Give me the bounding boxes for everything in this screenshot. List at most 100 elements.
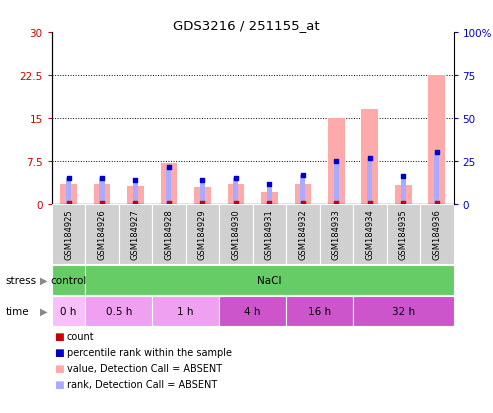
- Bar: [52, 266, 85, 295]
- Text: ▶: ▶: [39, 306, 47, 316]
- Bar: [52, 297, 85, 326]
- Bar: [334, 161, 339, 204]
- Bar: [294, 185, 311, 204]
- Point: [98, 176, 106, 182]
- Bar: [60, 185, 77, 204]
- Text: GSM184925: GSM184925: [64, 209, 73, 260]
- Bar: [186, 204, 219, 264]
- Text: ■: ■: [54, 332, 64, 342]
- Bar: [261, 193, 278, 204]
- Point: [332, 158, 340, 165]
- Text: 4 h: 4 h: [245, 306, 261, 316]
- Bar: [267, 185, 272, 204]
- Text: GDS3216 / 251155_at: GDS3216 / 251155_at: [173, 19, 320, 31]
- Point: [366, 155, 374, 162]
- Point: [132, 177, 140, 184]
- Bar: [286, 204, 319, 264]
- Point: [98, 201, 106, 207]
- Text: GSM184935: GSM184935: [399, 209, 408, 260]
- Text: GSM184933: GSM184933: [332, 209, 341, 260]
- Bar: [428, 76, 445, 204]
- Text: GSM184934: GSM184934: [365, 209, 374, 260]
- Text: GSM184931: GSM184931: [265, 209, 274, 260]
- Text: value, Detection Call = ABSENT: value, Detection Call = ABSENT: [67, 363, 222, 373]
- Point: [132, 201, 140, 207]
- Bar: [100, 179, 105, 204]
- Bar: [253, 204, 286, 264]
- Bar: [401, 177, 406, 204]
- Bar: [361, 110, 378, 204]
- Point: [433, 150, 441, 157]
- Bar: [420, 204, 454, 264]
- Point: [199, 201, 207, 207]
- Text: ▶: ▶: [39, 275, 47, 285]
- Point: [299, 173, 307, 179]
- Bar: [219, 204, 252, 264]
- Text: ■: ■: [54, 379, 64, 389]
- Bar: [66, 179, 71, 204]
- Text: GSM184936: GSM184936: [432, 209, 441, 260]
- Bar: [52, 204, 85, 264]
- Bar: [228, 185, 245, 204]
- Bar: [286, 297, 353, 326]
- Text: ■: ■: [54, 363, 64, 373]
- Bar: [319, 204, 353, 264]
- Bar: [200, 180, 205, 204]
- Point: [165, 164, 173, 171]
- Point: [65, 201, 72, 207]
- Bar: [161, 163, 177, 204]
- Point: [433, 201, 441, 207]
- Point: [232, 176, 240, 182]
- Bar: [167, 167, 172, 204]
- Text: GSM184929: GSM184929: [198, 209, 207, 260]
- Text: GSM184926: GSM184926: [98, 209, 106, 260]
- Point: [265, 181, 273, 188]
- Bar: [85, 297, 152, 326]
- Text: 32 h: 32 h: [392, 306, 415, 316]
- Text: stress: stress: [6, 275, 37, 285]
- Bar: [367, 159, 372, 204]
- Text: NaCl: NaCl: [257, 275, 282, 285]
- Point: [399, 174, 407, 180]
- Text: control: control: [50, 275, 87, 285]
- Text: GSM184927: GSM184927: [131, 209, 140, 260]
- Text: GSM184928: GSM184928: [165, 209, 174, 260]
- Bar: [300, 176, 305, 204]
- Bar: [328, 119, 345, 204]
- Bar: [387, 204, 420, 264]
- Point: [232, 201, 240, 207]
- Text: ■: ■: [54, 347, 64, 357]
- Text: 1 h: 1 h: [177, 306, 194, 316]
- Bar: [133, 180, 138, 204]
- Bar: [353, 297, 454, 326]
- Bar: [395, 185, 412, 204]
- Bar: [94, 185, 110, 204]
- Bar: [434, 153, 439, 204]
- Text: time: time: [6, 306, 30, 316]
- Bar: [233, 179, 239, 204]
- Point: [165, 201, 173, 207]
- Text: 0 h: 0 h: [60, 306, 77, 316]
- Point: [399, 201, 407, 207]
- Text: 0.5 h: 0.5 h: [106, 306, 132, 316]
- Text: percentile rank within the sample: percentile rank within the sample: [67, 347, 232, 357]
- Point: [265, 201, 273, 207]
- Point: [199, 177, 207, 184]
- Bar: [119, 204, 152, 264]
- Text: count: count: [67, 332, 94, 342]
- Bar: [152, 297, 219, 326]
- Text: 16 h: 16 h: [308, 306, 331, 316]
- Text: GSM184932: GSM184932: [298, 209, 308, 260]
- Bar: [152, 204, 186, 264]
- Bar: [127, 186, 144, 204]
- Bar: [353, 204, 387, 264]
- Bar: [219, 297, 286, 326]
- Bar: [85, 204, 119, 264]
- Point: [299, 201, 307, 207]
- Bar: [194, 188, 211, 204]
- Text: rank, Detection Call = ABSENT: rank, Detection Call = ABSENT: [67, 379, 217, 389]
- Point: [366, 201, 374, 207]
- Text: GSM184930: GSM184930: [231, 209, 241, 260]
- Point: [65, 176, 72, 182]
- Point: [332, 201, 340, 207]
